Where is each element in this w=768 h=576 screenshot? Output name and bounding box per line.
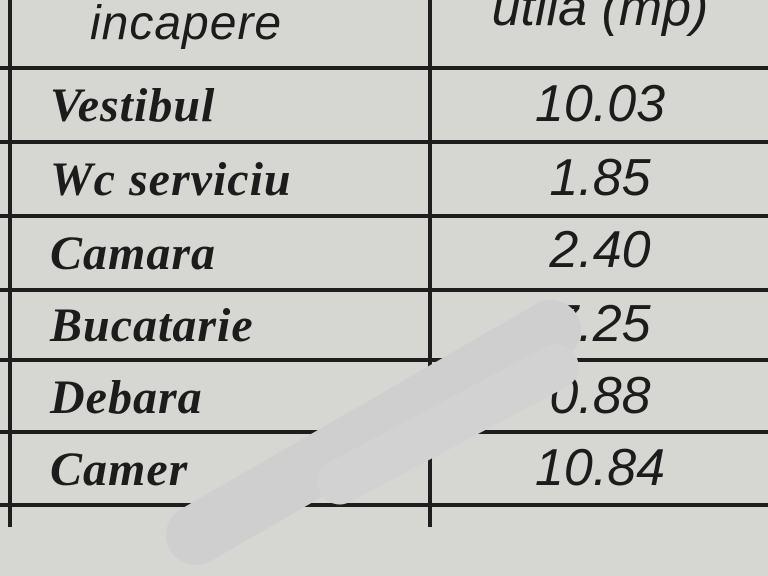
row-divider <box>0 288 768 292</box>
room-name: Wc serviciu <box>50 153 292 206</box>
table-border-left <box>8 0 12 527</box>
room-area: 1.85 <box>549 149 651 207</box>
room-area: 2.40 <box>549 221 651 279</box>
room-name: Vestibul <box>50 79 216 132</box>
header-room: incapere <box>90 0 283 50</box>
room-area: 10.03 <box>534 75 666 133</box>
header-area: utila (mp) <box>491 0 709 37</box>
row-divider <box>0 140 768 144</box>
room-name: Camer <box>50 443 189 496</box>
row-divider <box>0 358 768 362</box>
column-divider <box>428 0 432 527</box>
row-divider <box>0 503 768 507</box>
room-name: Debara <box>50 371 203 424</box>
row-divider <box>0 214 768 218</box>
row-divider <box>0 66 768 70</box>
room-name: Bucatarie <box>50 299 254 352</box>
room-name: Camara <box>50 227 217 280</box>
room-area: 10.84 <box>534 439 666 497</box>
